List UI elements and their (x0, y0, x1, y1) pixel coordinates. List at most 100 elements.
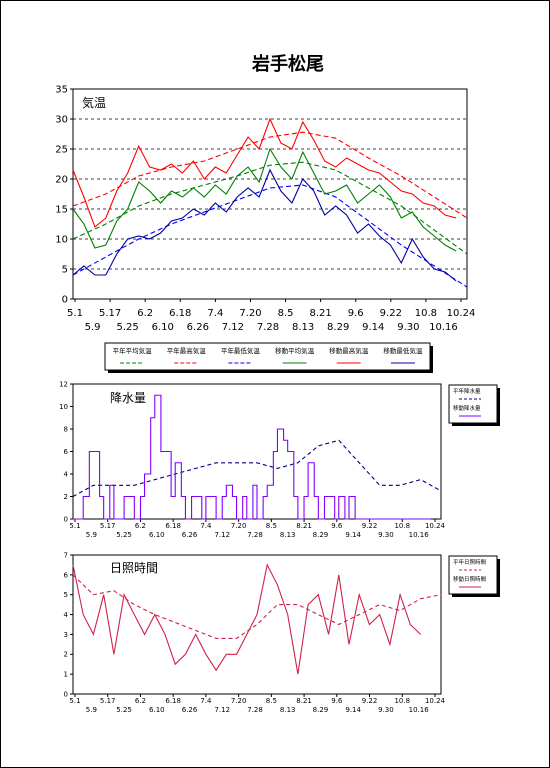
legend-label: 平年最高気温 (167, 346, 207, 355)
legend-box (104, 342, 431, 371)
legend-label: 移動降水量 (453, 404, 481, 412)
plot-frame (72, 554, 442, 695)
x-tick-label: 9.14 (345, 531, 361, 539)
x-tick-label: 5.9 (86, 706, 97, 714)
x-tick-label: 7.28 (257, 322, 279, 333)
y-tick-label: 0 (62, 295, 68, 306)
legend-label: 移動最高気温 (329, 346, 369, 355)
x-tick-label: 5.9 (85, 322, 101, 333)
plot-frame (72, 88, 468, 300)
x-tick-label: 7.12 (222, 322, 244, 333)
x-tick-label: 5.9 (86, 531, 97, 539)
x-tick-label: 7.12 (214, 531, 230, 539)
series-line-2 (72, 131, 468, 219)
x-tick-label: 5.25 (117, 322, 139, 333)
y-tick-label: 20 (55, 175, 68, 186)
x-tick-label: 7.28 (247, 531, 263, 539)
legend-label: 移動日照時間 (453, 575, 487, 583)
x-tick-label: 6.18 (165, 522, 181, 530)
x-tick-label: 8.5 (266, 522, 277, 530)
y-tick-label: 0 (64, 515, 68, 523)
x-tick-label: 10.8 (394, 697, 410, 705)
y-tick-label: 10 (55, 235, 68, 246)
y-tick-label: 3 (64, 631, 68, 639)
x-tick-label: 8.13 (292, 322, 314, 333)
x-tick-label: 7.4 (200, 697, 212, 705)
x-tick-label: 8.29 (313, 531, 329, 539)
x-tick-label: 5.1 (69, 697, 80, 705)
x-tick-label: 7.20 (231, 697, 247, 705)
series-line-6 (72, 168, 457, 282)
x-tick-label: 9.14 (362, 322, 384, 333)
y-tick-label: 35 (55, 85, 68, 96)
series-line-4 (72, 147, 457, 252)
panel-title: 降水量 (110, 391, 146, 405)
x-tick-label: 6.26 (182, 531, 198, 539)
legend-label: 平年最低気温 (221, 346, 261, 355)
x-tick-label: 9.14 (345, 706, 361, 714)
x-tick-label: 9.6 (348, 308, 364, 319)
legend-box (448, 384, 498, 424)
y-tick-label: 8 (64, 425, 68, 433)
legend-label: 平年降水量 (453, 387, 481, 395)
x-tick-label: 8.29 (313, 706, 329, 714)
x-tick-label: 6.2 (137, 308, 153, 319)
series-line-3 (72, 184, 468, 288)
series-line-1 (72, 574, 442, 639)
x-tick-label: 9.6 (331, 697, 343, 705)
y-tick-label: 0 (64, 690, 68, 698)
y-tick-label: 5 (64, 591, 68, 599)
x-tick-label: 9.30 (378, 531, 394, 539)
x-tick-label: 9.30 (397, 322, 419, 333)
x-tick-label: 10.8 (415, 308, 437, 319)
x-tick-label: 8.5 (266, 697, 277, 705)
y-tick-label: 6 (64, 571, 69, 579)
x-tick-label: 10.16 (409, 531, 430, 539)
legend-label: 移動最低気温 (383, 346, 423, 355)
y-tick-label: 30 (55, 115, 68, 126)
x-tick-label: 6.18 (165, 697, 181, 705)
y-tick-label: 7 (64, 551, 68, 559)
x-tick-label: 8.13 (280, 706, 296, 714)
y-tick-label: 10 (59, 403, 68, 411)
x-tick-label: 7.28 (247, 706, 263, 714)
chart-panel-2: 0 2 4 6 8 10 12 5.1 5.17 6.2 6.18 7.4 7.20 8.5 8.21 9.6… (59, 380, 500, 539)
y-tick-label: 1 (64, 671, 68, 679)
y-tick-label: 4 (64, 470, 69, 478)
x-tick-label: 5.17 (100, 522, 116, 530)
x-tick-label: 6.10 (149, 531, 165, 539)
x-tick-label: 8.21 (310, 308, 332, 319)
page-title: 岩手松尾 (251, 53, 324, 75)
y-tick-label: 5 (62, 265, 68, 276)
x-tick-label: 10.16 (409, 706, 430, 714)
y-tick-label: 2 (64, 651, 68, 659)
x-tick-label: 7.20 (231, 522, 247, 530)
x-tick-label: 7.12 (214, 706, 230, 714)
x-tick-label: 6.26 (187, 322, 209, 333)
x-tick-label: 5.17 (99, 308, 121, 319)
legend-label: 移動平均気温 (275, 346, 315, 355)
x-tick-label: 9.22 (380, 308, 402, 319)
x-tick-label: 9.22 (362, 697, 378, 705)
x-tick-label: 6.10 (149, 706, 165, 714)
x-tick-label: 5.25 (116, 531, 132, 539)
x-tick-label: 5.1 (69, 522, 80, 530)
x-tick-label: 7.4 (207, 308, 223, 319)
series-line-5 (72, 117, 457, 228)
legend-label: 平年平均気温 (113, 346, 153, 355)
y-tick-label: 25 (55, 145, 68, 156)
series-line-2 (72, 563, 421, 675)
x-tick-label: 10.24 (425, 697, 446, 705)
series-line-2 (73, 394, 431, 520)
legend-label: 平年日照時間 (453, 558, 487, 566)
x-tick-label: 5.25 (116, 706, 132, 714)
x-tick-label: 9.6 (331, 522, 343, 530)
x-tick-label: 8.21 (296, 697, 312, 705)
x-tick-label: 6.2 (135, 522, 146, 530)
x-tick-label: 8.13 (280, 531, 296, 539)
series-line-1 (72, 439, 442, 497)
panel-title: 気温 (82, 95, 106, 110)
panel-title: 日照時間 (110, 561, 158, 575)
